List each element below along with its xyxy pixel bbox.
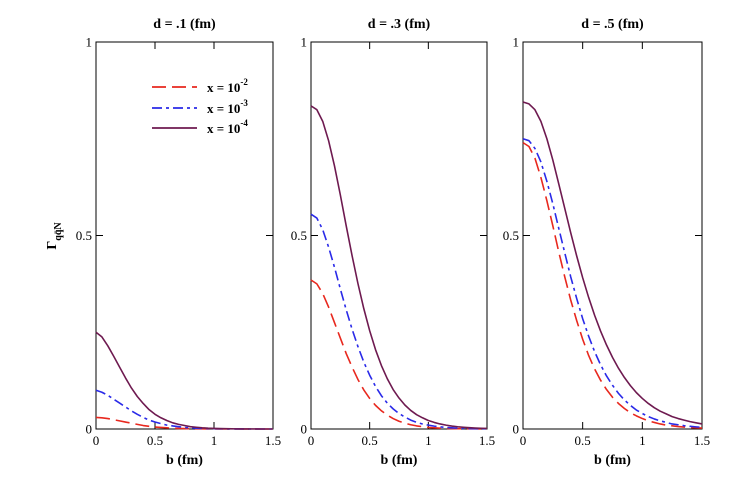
y-tick-label: 1 xyxy=(301,35,308,50)
panel-title: d = .5 (fm) xyxy=(581,17,644,32)
y-tick-label: 0.5 xyxy=(503,228,519,243)
x-tick-label: 0 xyxy=(520,433,527,448)
series-line-x-1e-4 xyxy=(522,101,703,425)
series-line-x-1e-2 xyxy=(310,279,488,430)
legend-label: x = 10-3 xyxy=(207,98,248,116)
x-tick-label: 1 xyxy=(211,433,218,448)
x-tick-label: 1.5 xyxy=(479,433,495,448)
x-tick-label: 1 xyxy=(639,433,646,448)
x-tick-label: 1 xyxy=(425,433,432,448)
legend-label-exponent: -3 xyxy=(240,98,248,108)
x-tick-label: 0 xyxy=(93,433,100,448)
y-tick-label: 1 xyxy=(513,35,520,50)
series-line-x-1e-2 xyxy=(522,141,703,429)
y-tick-label: 0 xyxy=(301,422,308,437)
y-tick-label: 1 xyxy=(86,35,93,50)
panel-3: d = .5 (fm) 0 0.5 1 0 0.5 1 1.5 b (fm) xyxy=(503,17,710,468)
panel-1: d = .1 (fm) 0 0.5 1 0 0.5 1 1.5 b (fm) xyxy=(76,17,281,468)
y-tick-label: 0 xyxy=(86,422,93,437)
plot-frame xyxy=(310,41,488,430)
legend-label-exponent: -2 xyxy=(240,77,248,87)
x-axis-label: b (fm) xyxy=(594,453,631,468)
y-axis-label-subscript: qq̄N xyxy=(53,222,64,241)
x-tick-label: 0.5 xyxy=(575,433,591,448)
legend-label: x = 10-2 xyxy=(207,77,248,95)
legend: x = 10-2 x = 10-3 x = 10-4 xyxy=(152,77,248,136)
series-line-x-1e-3 xyxy=(522,137,703,429)
x-tick-label: 1.5 xyxy=(694,433,710,448)
x-tick-label: 0.5 xyxy=(362,433,378,448)
x-tick-label: 1.5 xyxy=(265,433,281,448)
x-tick-label: 0.5 xyxy=(147,433,163,448)
plot-frame xyxy=(522,41,703,430)
legend-label: x = 10-4 xyxy=(207,118,248,136)
panel-title: d = .1 (fm) xyxy=(153,17,216,32)
x-axis-label: b (fm) xyxy=(381,453,418,468)
series-line-x-1e-4 xyxy=(95,331,273,430)
series-line-x-1e-2 xyxy=(95,416,273,430)
y-tick-label: 0.5 xyxy=(291,228,307,243)
series-line-x-1e-4 xyxy=(310,105,488,430)
x-axis-label: b (fm) xyxy=(166,453,203,468)
panel-title: d = .3 (fm) xyxy=(368,17,431,32)
series-line-x-1e-3 xyxy=(95,389,273,430)
x-tick-label: 0 xyxy=(308,433,315,448)
panel-2: d = .3 (fm) 0 0.5 1 0 0.5 1 1.5 b (fm) xyxy=(291,17,495,468)
y-tick-label: 0.5 xyxy=(76,228,92,243)
y-axis-label: Γqq̄N xyxy=(45,222,64,250)
y-tick-label: 0 xyxy=(513,422,520,437)
legend-label-exponent: -4 xyxy=(240,118,248,128)
